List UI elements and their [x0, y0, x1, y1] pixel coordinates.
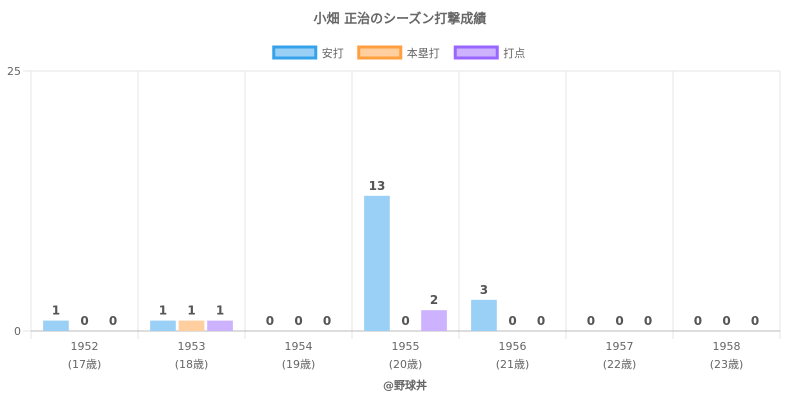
x-tick-label: 1955	[392, 340, 420, 353]
bar-1953-打点[interactable]	[207, 321, 233, 331]
x-tick-label: 1956	[499, 340, 527, 353]
data-label: 1	[216, 304, 224, 318]
legend-item-打点[interactable]: 打点	[455, 46, 525, 60]
data-label: 0	[615, 314, 623, 328]
x-tick-label: 1958	[713, 340, 741, 353]
x-axis: 1952 (17歳) 1953 (18歳) 1954 (19歳) 1955 (20歳) 1956…	[68, 340, 744, 371]
legend-swatch	[455, 47, 497, 58]
chart-title: 小畑 正治のシーズン打撃成績	[314, 11, 487, 27]
x-tick-label: 1954	[285, 340, 313, 353]
x-tick-sublabel: (22歳)	[603, 358, 637, 371]
y-axis: 0 25	[7, 65, 31, 338]
x-tick-label: 1952	[71, 340, 99, 353]
data-label: 0	[722, 314, 730, 328]
x-tick-sublabel: (18歳)	[175, 358, 209, 371]
legend-swatch	[359, 47, 401, 58]
x-tick-sublabel: (21歳)	[496, 358, 530, 371]
bars	[43, 196, 497, 331]
data-label: 0	[80, 314, 88, 328]
data-label: 0	[266, 314, 274, 328]
x-tick-label: 1957	[606, 340, 634, 353]
bar-1955-打点[interactable]	[421, 310, 447, 331]
bar-1952-安打[interactable]	[43, 321, 69, 331]
bar-1955-安打[interactable]	[364, 196, 390, 331]
data-label: 0	[537, 314, 545, 328]
data-label: 0	[694, 314, 702, 328]
data-label: 0	[644, 314, 652, 328]
data-label: 0	[323, 314, 331, 328]
legend-item-本塁打[interactable]: 本塁打	[359, 46, 440, 60]
legend-label: 安打	[322, 46, 344, 60]
legend[interactable]: 安打 本塁打 打点	[274, 46, 526, 60]
data-label: 0	[401, 314, 409, 328]
data-labels: 1 1 0 13 3 0 0 0 1 0 0 0 0 0 0 1 0 2 0 0 0	[52, 179, 759, 328]
data-label: 1	[159, 304, 167, 318]
data-label: 13	[369, 179, 386, 193]
data-label: 1	[187, 304, 195, 318]
x-tick-sublabel: (17歳)	[68, 358, 102, 371]
data-label: 0	[294, 314, 302, 328]
data-label: 0	[508, 314, 516, 328]
bar-1953-安打[interactable]	[150, 321, 176, 331]
legend-swatch	[274, 47, 316, 58]
data-label: 3	[480, 283, 488, 297]
x-tick-sublabel: (19歳)	[282, 358, 316, 371]
x-tick-sublabel: (20歳)	[389, 358, 423, 371]
x-tick-label: 1953	[178, 340, 206, 353]
bar-1956-安打[interactable]	[471, 300, 497, 331]
legend-item-安打[interactable]: 安打	[274, 46, 344, 60]
data-label: 1	[52, 304, 60, 318]
y-tick-label: 25	[7, 65, 21, 78]
credit-label: @野球丼	[383, 378, 427, 392]
data-label: 0	[109, 314, 117, 328]
legend-label: 本塁打	[407, 46, 440, 60]
data-label: 0	[751, 314, 759, 328]
y-tick-label: 0	[14, 325, 21, 338]
data-label: 0	[587, 314, 595, 328]
legend-label: 打点	[503, 46, 525, 60]
x-tick-sublabel: (23歳)	[710, 358, 744, 371]
bar-1953-本塁打[interactable]	[179, 321, 205, 331]
data-label: 2	[430, 293, 438, 307]
gridlines	[23, 71, 780, 339]
